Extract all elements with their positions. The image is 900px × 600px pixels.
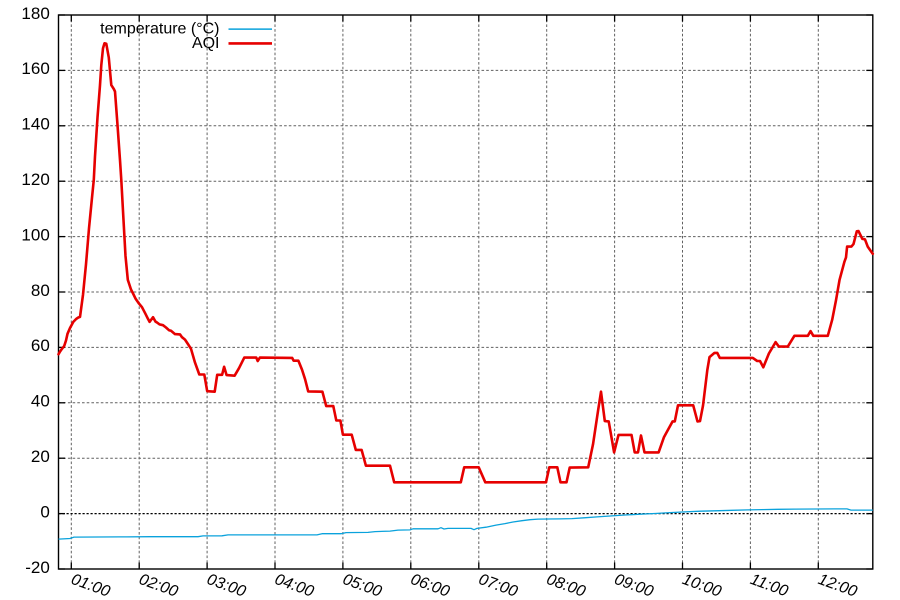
svg-text:temperature (°C): temperature (°C) [100,20,219,37]
svg-text:40: 40 [31,392,50,411]
svg-text:80: 80 [31,281,50,300]
svg-text:-20: -20 [25,558,50,577]
svg-text:20: 20 [31,447,50,466]
svg-text:140: 140 [21,115,49,134]
svg-text:100: 100 [21,225,49,244]
svg-text:60: 60 [31,336,50,355]
svg-text:AQI: AQI [192,35,220,52]
svg-text:120: 120 [21,170,49,189]
svg-text:0: 0 [40,502,49,521]
svg-text:160: 160 [21,59,49,78]
svg-text:180: 180 [21,4,49,23]
